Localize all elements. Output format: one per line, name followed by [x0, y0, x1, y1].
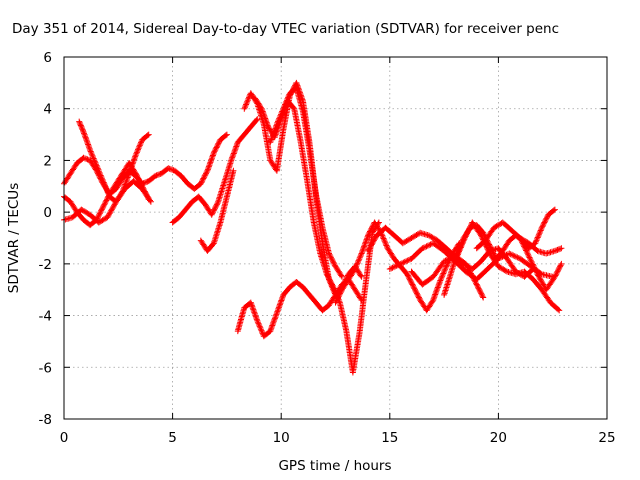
x-tick-label: 0 — [60, 430, 69, 446]
marks-layer — [61, 79, 565, 376]
plot-frame — [63, 56, 608, 420]
y-tick-label: 6 — [43, 50, 52, 66]
y-tick-label: -6 — [39, 360, 52, 376]
y-tick-label: -8 — [39, 412, 52, 428]
y-tick-label: -2 — [39, 257, 52, 273]
x-tick-label: 5 — [168, 430, 177, 446]
series-sat-o — [452, 219, 563, 314]
x-axis-label: GPS time / hours — [278, 458, 391, 474]
grid-layer — [64, 57, 607, 419]
x-tick-label: 15 — [381, 430, 398, 446]
x-tick-label: 20 — [490, 430, 507, 446]
y-tick-label: -4 — [39, 309, 52, 325]
chart-title: Day 351 of 2014, Sidereal Day-to-day VTE… — [12, 21, 559, 37]
series-sat-e — [169, 116, 261, 226]
x-tick-label: 25 — [598, 430, 615, 446]
y-tick-label: 2 — [43, 153, 52, 169]
series-sat-i — [267, 85, 345, 280]
series-sat-r — [408, 253, 487, 301]
y-axis-label: SDTVAR / TECUs — [6, 183, 22, 293]
series-sat-k — [332, 219, 463, 314]
y-tick-label: 0 — [43, 205, 52, 221]
axis-layer: 0 5 10 15 20 25 -8 -6 -4 -2 0 2 4 6 — [39, 50, 616, 446]
y-tick-label: 4 — [43, 102, 52, 118]
x-tick-label: 10 — [273, 430, 290, 446]
series-sat-f — [197, 167, 237, 254]
series-sat-q — [517, 235, 565, 293]
